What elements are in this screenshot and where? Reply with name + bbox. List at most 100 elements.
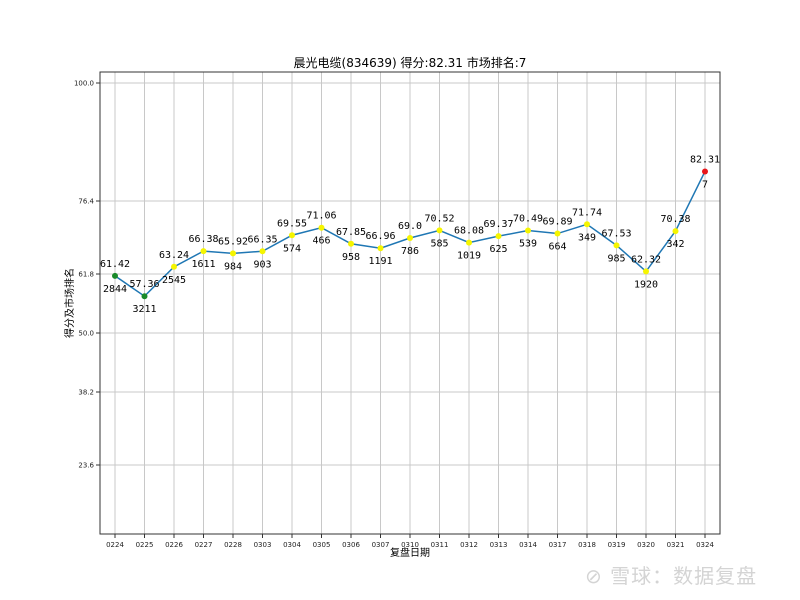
score-label: 70.49 bbox=[513, 214, 543, 225]
rank-label: 1019 bbox=[457, 251, 481, 262]
rank-label: 664 bbox=[548, 242, 566, 253]
score-label: 61.42 bbox=[100, 259, 130, 270]
x-tick-label: 0312 bbox=[460, 541, 478, 549]
y-axis-ticks: 100.0 76.4 61.8 50.0 38.2 23.6 bbox=[74, 80, 100, 470]
data-marker bbox=[141, 293, 148, 300]
x-tick-label: 0310 bbox=[401, 541, 419, 549]
rank-label: 539 bbox=[519, 239, 537, 250]
rank-label: 985 bbox=[607, 253, 625, 264]
rank-label: 349 bbox=[578, 232, 596, 243]
chart-title: 晨光电缆(834639) 得分:82.31 市场排名:7 bbox=[294, 55, 527, 70]
y-tick-label: 23.6 bbox=[78, 462, 94, 470]
data-marker bbox=[672, 228, 679, 235]
data-marker bbox=[230, 250, 236, 257]
rank-label: 585 bbox=[430, 238, 448, 249]
data-marker bbox=[436, 227, 443, 234]
x-tick-label: 0227 bbox=[195, 541, 213, 549]
rank-label: 2844 bbox=[103, 284, 127, 295]
rank-label: 2545 bbox=[162, 275, 186, 286]
data-marker bbox=[702, 168, 708, 175]
x-tick-label: 0320 bbox=[637, 541, 655, 549]
score-label: 69.37 bbox=[483, 219, 513, 230]
data-marker bbox=[200, 248, 207, 255]
data-marker bbox=[289, 232, 295, 239]
x-tick-label: 0324 bbox=[696, 541, 714, 549]
rank-label: 574 bbox=[283, 243, 301, 254]
x-tick-label: 0321 bbox=[667, 541, 685, 549]
rank-label: 903 bbox=[253, 259, 271, 270]
score-label: 66.35 bbox=[247, 234, 277, 245]
score-label: 57.36 bbox=[129, 279, 159, 290]
x-tick-label: 0319 bbox=[608, 541, 626, 549]
data-marker bbox=[554, 230, 561, 237]
rank-label: 7 bbox=[702, 179, 708, 190]
data-marker bbox=[584, 221, 590, 228]
data-marker bbox=[613, 242, 620, 249]
rank-label: 1920 bbox=[634, 279, 658, 290]
data-marker bbox=[112, 272, 118, 279]
score-label: 69.55 bbox=[277, 218, 307, 229]
data-marker bbox=[259, 248, 266, 255]
x-tick-label: 0311 bbox=[431, 541, 449, 549]
y-tick-label: 50.0 bbox=[78, 330, 94, 338]
rank-label: 342 bbox=[666, 239, 684, 250]
data-marker bbox=[171, 263, 177, 270]
y-tick-label: 76.4 bbox=[78, 198, 94, 206]
data-labels: 61.42 2844 57.36 3211 63.24 2545 66.38 1611 65.9… bbox=[100, 154, 720, 315]
data-marker bbox=[377, 245, 384, 252]
rank-label: 466 bbox=[312, 236, 330, 247]
y-tick-label: 38.2 bbox=[78, 389, 94, 397]
x-tick-label: 0314 bbox=[519, 541, 537, 549]
data-marker bbox=[643, 268, 649, 275]
watermark-text: 雪球：数据复盘 bbox=[610, 564, 758, 588]
y-axis-label: 得分及市场排名 bbox=[63, 268, 76, 338]
x-tick-label: 0305 bbox=[313, 541, 331, 549]
score-label: 67.85 bbox=[336, 227, 366, 238]
score-label: 66.96 bbox=[365, 231, 395, 242]
data-marker bbox=[407, 235, 413, 241]
score-label: 71.74 bbox=[572, 207, 602, 218]
data-marker bbox=[495, 233, 502, 240]
score-label: 69.0 bbox=[398, 221, 422, 232]
grid bbox=[100, 72, 720, 534]
rank-label: 3211 bbox=[132, 304, 156, 315]
score-label: 70.52 bbox=[424, 213, 454, 224]
x-axis-ticks: 0224 0225 0226 0227 0228 0303 0304 0305 0306 0307… bbox=[106, 534, 714, 549]
x-tick-label: 0307 bbox=[372, 541, 390, 549]
x-tick-label: 0226 bbox=[165, 541, 183, 549]
score-label: 69.89 bbox=[542, 217, 572, 228]
score-label: 70.38 bbox=[660, 214, 690, 225]
data-marker bbox=[318, 224, 325, 231]
data-marker bbox=[525, 227, 531, 234]
rank-label: 984 bbox=[224, 261, 242, 272]
score-label: 67.53 bbox=[601, 228, 631, 239]
rank-label: 1191 bbox=[368, 256, 392, 267]
data-markers bbox=[112, 168, 708, 300]
y-tick-label: 61.8 bbox=[78, 271, 94, 279]
x-axis-label: 复盘日期 bbox=[390, 546, 430, 559]
x-tick-label: 0228 bbox=[224, 541, 242, 549]
x-tick-label: 0317 bbox=[549, 541, 567, 549]
x-tick-label: 0306 bbox=[342, 541, 360, 549]
score-label: 62.32 bbox=[631, 254, 661, 265]
data-marker bbox=[466, 239, 472, 246]
xueqiu-logo-icon: ⊘ bbox=[585, 564, 603, 588]
score-label: 68.08 bbox=[454, 226, 484, 237]
x-tick-label: 0225 bbox=[136, 541, 154, 549]
rank-label: 625 bbox=[489, 244, 507, 255]
x-tick-label: 0224 bbox=[106, 541, 124, 549]
data-marker bbox=[348, 240, 354, 247]
score-label: 65.92 bbox=[218, 236, 248, 247]
rank-label: 1611 bbox=[191, 259, 215, 270]
rank-label: 958 bbox=[342, 252, 360, 263]
x-tick-label: 0313 bbox=[490, 541, 508, 549]
watermark: ⊘ 雪球：数据复盘 bbox=[585, 560, 757, 589]
score-label: 71.06 bbox=[306, 211, 336, 222]
x-tick-label: 0318 bbox=[578, 541, 596, 549]
y-tick-label: 100.0 bbox=[74, 80, 94, 88]
x-tick-label: 0303 bbox=[254, 541, 272, 549]
x-tick-label: 0304 bbox=[283, 541, 301, 549]
rank-label: 786 bbox=[401, 246, 419, 257]
score-label: 63.24 bbox=[159, 250, 189, 261]
